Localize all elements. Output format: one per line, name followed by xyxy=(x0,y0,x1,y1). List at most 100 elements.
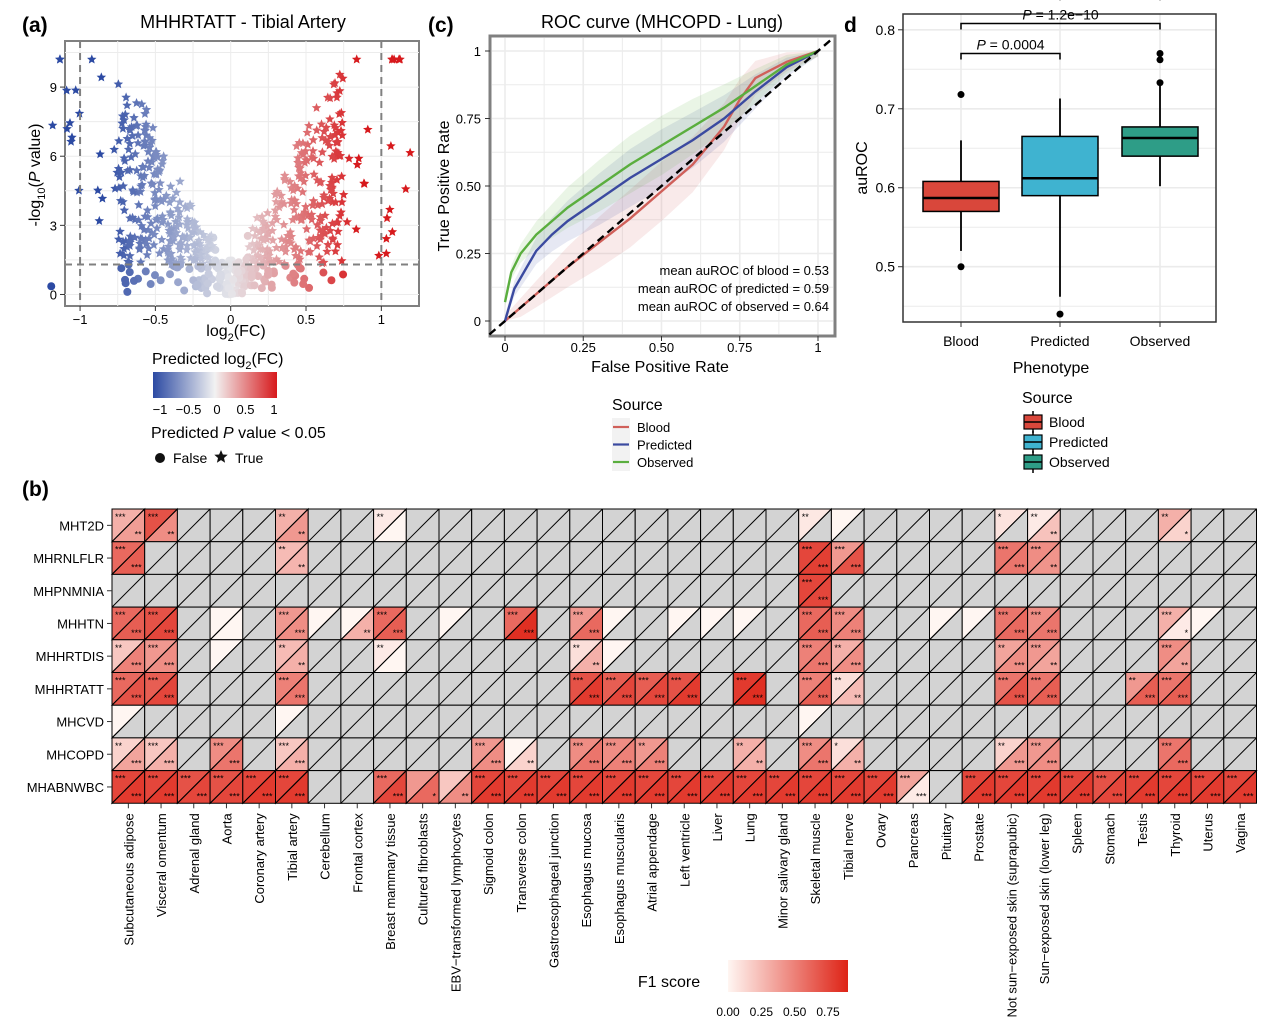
heatmap-signif-lower: *** xyxy=(916,791,927,801)
heatmap-cell-diagonal xyxy=(994,672,1028,706)
heatmap-signif-lower: *** xyxy=(131,628,142,638)
volcano-point-star xyxy=(179,232,189,242)
heatmap-cell-diagonal xyxy=(1059,704,1094,739)
heatmap-cell-diagonal xyxy=(209,704,244,739)
heatmap-cell-diagonal xyxy=(111,639,146,673)
volcano-point-star xyxy=(134,199,144,209)
heatmap-cell-diagonal xyxy=(438,574,473,608)
volcano-point-star xyxy=(143,156,153,166)
heatmap-cell-diagonal xyxy=(732,704,767,739)
volcano-point-star xyxy=(158,214,168,224)
heatmap-cell-diagonal xyxy=(700,770,734,804)
heatmap-cell-diagonal xyxy=(177,606,211,641)
heatmap-signif-lower: *** xyxy=(393,791,404,801)
volcano-point-dot xyxy=(238,289,247,298)
heatmap-signif-lower: *** xyxy=(622,791,633,801)
heatmap-row-label: MHPNMNIA xyxy=(33,584,104,599)
heatmap-cell-diagonal xyxy=(569,508,603,543)
heatmap-signif-lower: *** xyxy=(851,791,862,801)
volcano-point-star xyxy=(307,152,317,162)
volcano-point-star xyxy=(142,205,153,215)
volcano-point-star xyxy=(262,228,272,238)
heatmap-signif-lower: *** xyxy=(229,791,240,801)
heatmap-signif-lower: *** xyxy=(131,693,142,703)
volcano-point-dot xyxy=(247,270,256,279)
heatmap-signif-upper: *** xyxy=(1161,676,1172,686)
heatmap-signif-lower: *** xyxy=(1178,791,1189,801)
volcano-point-star xyxy=(149,229,159,239)
heatmap-cell-diagonal xyxy=(242,541,276,575)
heatmap-signif-lower: *** xyxy=(393,628,404,638)
heatmap-cell-diagonal xyxy=(111,541,146,575)
heatmap-cell-diagonal xyxy=(307,639,342,673)
heatmap-row-label: MHHTN xyxy=(57,616,104,631)
heatmap-row-label: MHT2D xyxy=(59,518,104,533)
volcano-point-star xyxy=(186,201,196,211)
heatmap-cell-diagonal xyxy=(340,672,374,706)
boxplot-ylabel: auROC xyxy=(854,141,871,194)
heatmap-cell-diagonal xyxy=(798,737,832,771)
heatmap-col-label: Subcutaneous adipose xyxy=(121,813,136,945)
heatmap-cell-diagonal xyxy=(1223,639,1257,673)
heatmap-cell-diagonal xyxy=(373,508,407,543)
heatmap-col-label: Not sun−exposed skin (suprapubic) xyxy=(1004,813,1019,1017)
heatmap-cell-diagonal xyxy=(144,606,178,641)
heatmap-signif-lower: ** xyxy=(298,661,306,671)
heatmap-signif-upper: *** xyxy=(638,676,649,686)
boxplot-box-predicted xyxy=(1021,135,1099,197)
heatmap-signif-upper: *** xyxy=(246,774,257,784)
heatmap-signif-upper: *** xyxy=(802,577,813,587)
volcano-point-star xyxy=(272,214,282,224)
volcano-point-dot xyxy=(156,276,165,285)
heatmap-signif-upper: ** xyxy=(573,643,581,653)
heatmap-cell-diagonal xyxy=(536,574,571,608)
heatmap-signif-upper: *** xyxy=(507,610,518,620)
volcano-point-star xyxy=(317,225,328,235)
heatmap-signif-upper: *** xyxy=(704,774,715,784)
heatmap-signif-upper: *** xyxy=(573,676,584,686)
volcano-point-star xyxy=(164,225,174,235)
heatmap-signif-lower: *** xyxy=(818,693,829,703)
boxplot-outlier xyxy=(1056,310,1064,318)
heatmap-signif-lower: *** xyxy=(295,693,306,703)
volcano-point-star xyxy=(174,219,185,229)
heatmap-signif-upper: ** xyxy=(377,512,385,522)
volcano-point-star xyxy=(327,218,338,228)
heatmap-signif-upper: *** xyxy=(606,676,617,686)
heatmap-signif-lower: *** xyxy=(818,759,829,769)
volcano-point-star xyxy=(175,176,185,186)
heatmap-signif-lower: ** xyxy=(854,693,862,703)
boxplot-box-observed xyxy=(1121,126,1199,157)
heatmap-signif-lower: ** xyxy=(1050,661,1058,671)
volcano-point-star xyxy=(119,205,130,215)
heatmap-cell-diagonal xyxy=(373,639,407,673)
volcano-point-star xyxy=(307,200,318,210)
volcano-point-star xyxy=(114,183,124,192)
heatmap-signif-upper: *** xyxy=(377,610,388,620)
heatmap-cell-diagonal xyxy=(634,737,669,771)
volcano-point-star xyxy=(271,196,281,206)
heatmap-signif-upper: *** xyxy=(998,545,1009,555)
volcano-point-star xyxy=(136,220,147,230)
volcano-point-star xyxy=(185,232,195,242)
volcano-point-star xyxy=(295,173,306,183)
volcano-point-dot xyxy=(246,264,255,273)
heatmap-cell-diagonal xyxy=(896,704,930,739)
heatmap-cell-diagonal xyxy=(111,606,146,641)
heatmap-cell-diagonal xyxy=(471,770,505,804)
heatmap-signif-lower: *** xyxy=(818,562,829,572)
volcano-point-star xyxy=(267,218,278,228)
heatmap-cell-diagonal xyxy=(896,508,930,543)
volcano-point-star xyxy=(280,246,291,256)
volcano-color-legend-title: Predicted log2(FC) xyxy=(152,351,284,372)
volcano-point-star xyxy=(301,201,311,211)
volcano-point-star xyxy=(166,256,176,266)
heatmap-signif-lower: ** xyxy=(527,759,535,769)
heatmap-cell-diagonal xyxy=(929,704,963,739)
volcano-point-dot xyxy=(123,287,132,296)
volcano-point-dot xyxy=(264,269,273,278)
heatmap-cell-diagonal xyxy=(209,737,244,771)
volcano-point-dot xyxy=(174,278,183,287)
volcano-point-star xyxy=(47,120,58,130)
heatmap-cell-diagonal xyxy=(242,770,276,804)
